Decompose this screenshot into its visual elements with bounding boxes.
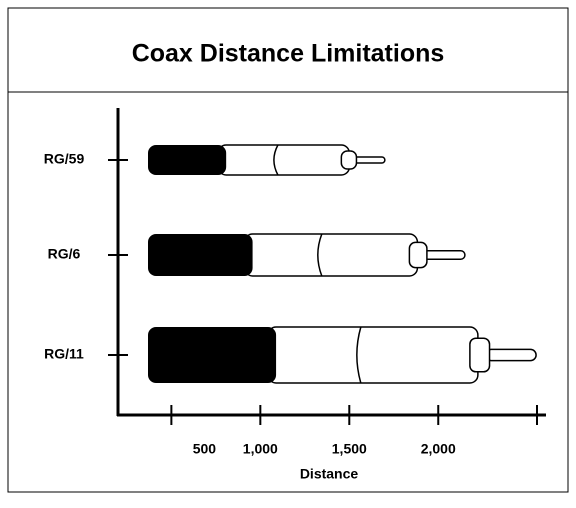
x-axis-label: Distance: [300, 466, 359, 482]
y-tick-label: RG/6: [48, 246, 81, 262]
cable-wire: [486, 349, 537, 360]
x-tick-label: 1,000: [243, 441, 278, 457]
cable-shield: [218, 145, 349, 175]
cable-shield: [268, 327, 478, 383]
cable: [148, 327, 536, 383]
cable-shield: [245, 234, 418, 276]
x-tick-label: 500: [193, 441, 217, 457]
chart-title: Coax Distance Limitations: [132, 40, 445, 68]
cable-wire: [352, 157, 384, 163]
x-tick-label: 2,000: [421, 441, 456, 457]
x-tick-label: 1,500: [332, 441, 367, 457]
cable-jacket: [148, 145, 226, 175]
cable: [148, 234, 465, 276]
chart: Coax Distance Limitations Distance 500 1,…: [0, 0, 576, 508]
cable: [148, 145, 385, 175]
cable-dielectric: [341, 151, 356, 169]
cable-dielectric: [409, 242, 427, 267]
cable-dielectric: [470, 338, 490, 372]
cable-jacket: [148, 234, 253, 276]
y-tick-label: RG/59: [44, 151, 85, 167]
y-tick-label: RG/11: [44, 346, 84, 362]
cable-jacket: [148, 327, 276, 383]
cable-wire: [423, 251, 465, 259]
